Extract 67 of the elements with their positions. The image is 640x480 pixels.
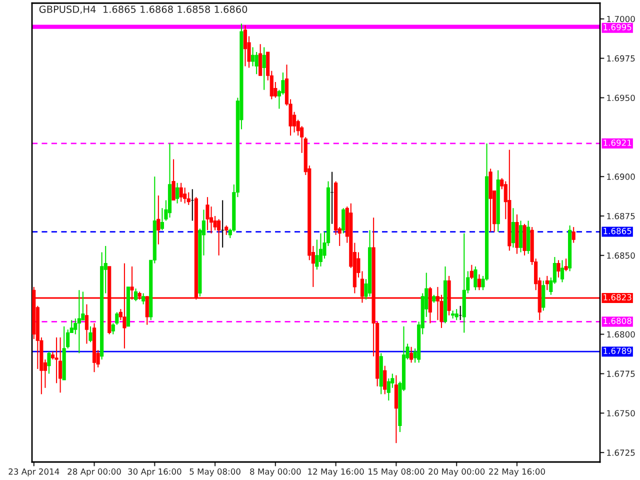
ref-line-label: 1.6823: [604, 294, 632, 300]
y-tick-label: 1.6725: [607, 450, 635, 456]
candlestick: [176, 182, 180, 204]
candlestick: [410, 346, 414, 364]
candlestick: [454, 308, 458, 321]
y-tick-label: 1.6800: [607, 331, 635, 338]
y-tick-label: 1.6950: [607, 94, 635, 102]
candlestick: [526, 220, 530, 254]
candlestick: [183, 187, 187, 204]
candlestick: [156, 194, 160, 245]
ref-line-label: 1.6808: [604, 318, 632, 324]
y-tick-label: 1.6900: [607, 174, 635, 180]
candlestick: [217, 218, 221, 256]
x-tick-label: 12 May 16:00: [308, 468, 364, 476]
candlestick: [179, 182, 183, 202]
x-tick-label: 30 Apr 16:00: [128, 468, 182, 476]
candlestick: [250, 46, 255, 67]
x-tick-label: 23 Apr 2014: [8, 468, 60, 476]
x-tick-label: 28 Apr 00:00: [68, 468, 121, 476]
y-tick-label: 1.6850: [607, 252, 635, 259]
ref-line-label: 1.6789: [604, 348, 632, 354]
y-tick-label: 1.6975: [607, 55, 635, 62]
candlestick: [542, 280, 546, 312]
candlestick: [47, 351, 51, 374]
candlestick: [160, 208, 164, 231]
candlestick: [383, 365, 387, 395]
candlestick: [254, 51, 258, 75]
candlestick: [470, 264, 474, 280]
candlestick: [206, 196, 210, 231]
candlestick: [545, 275, 549, 291]
candlestick: [572, 226, 576, 244]
candlestick: [84, 304, 89, 344]
candlestick: [518, 220, 523, 253]
chart-title: GBPUSD,H4 1.6865 1.6868 1.6858 1.6860: [39, 6, 248, 14]
candlestick: [474, 266, 478, 291]
candlestick: [342, 208, 346, 234]
candlestick: [556, 260, 560, 278]
y-tick-label: 1.7000: [607, 16, 635, 22]
candlestick: [318, 232, 323, 267]
candlestick: [224, 224, 228, 236]
candlestick: [243, 24, 248, 67]
candlestick: [172, 158, 176, 201]
ref-line-label: 1.6921: [604, 140, 632, 146]
candlestick: [88, 326, 92, 343]
candlestick: [186, 192, 190, 206]
candlestick: [134, 288, 138, 302]
x-tick-label: 5 May 08:00: [190, 468, 240, 476]
candlestick: [262, 46, 266, 90]
x-tick-label: 8 May 00:00: [250, 468, 301, 476]
y-tick-label: 1.6750: [607, 410, 635, 416]
y-tick-label: 1.6775: [607, 370, 635, 377]
candlestick: [564, 258, 568, 272]
ref-line-label: 1.6865: [604, 228, 632, 234]
candlestick: [77, 290, 81, 354]
candlestick: [386, 378, 390, 402]
candlestick: [560, 260, 564, 283]
candlestick: [394, 374, 398, 444]
candlestick: [142, 292, 146, 305]
candlestick: [58, 336, 62, 394]
candlestick: [511, 208, 515, 248]
candlestick: [258, 44, 262, 76]
x-tick-label: 20 May 00:00: [428, 468, 485, 476]
ref-line-label: 1.6995: [604, 24, 632, 30]
x-tick-label: 22 May 16:00: [489, 468, 545, 476]
candlestick: [477, 274, 482, 291]
x-tick-label: 15 May 08:00: [368, 468, 424, 476]
y-tick-label: 1.6875: [607, 212, 635, 220]
